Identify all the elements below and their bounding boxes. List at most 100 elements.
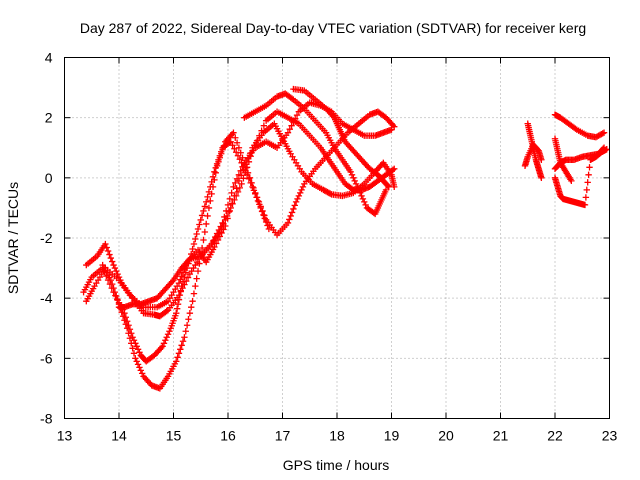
data-point (194, 267, 202, 275)
data-point (239, 154, 246, 161)
data-point (201, 203, 209, 210)
data-point (103, 244, 110, 251)
data-point (230, 129, 237, 136)
data-point (384, 182, 392, 190)
data-point (226, 195, 234, 203)
data-point (189, 297, 196, 305)
data-point (121, 317, 128, 324)
data-point (284, 219, 292, 227)
data-point (243, 164, 251, 171)
data-point (113, 292, 120, 300)
data-point (203, 220, 210, 228)
data-point (286, 125, 293, 133)
data-point (295, 192, 303, 200)
data-point (216, 154, 224, 161)
data-point (362, 201, 369, 209)
data-point (241, 159, 248, 166)
data-point (201, 228, 209, 236)
x-tick-label: 13 (57, 428, 73, 444)
data-point (358, 192, 365, 200)
data-point (256, 132, 263, 139)
data-point (232, 192, 240, 200)
data-point (250, 184, 257, 192)
data-point (227, 204, 234, 212)
data-point (163, 308, 170, 315)
data-point (113, 267, 120, 275)
data-point (179, 278, 187, 285)
data-point (247, 153, 254, 160)
data-point (293, 111, 301, 119)
data-point (584, 179, 591, 186)
data-point (178, 282, 185, 290)
data-point (568, 177, 575, 185)
data-point (232, 179, 239, 187)
data-point (391, 183, 398, 191)
data-point (128, 340, 135, 347)
data-point (228, 189, 235, 197)
data-point (245, 158, 253, 165)
data-point (200, 236, 207, 244)
x-tick-label: 23 (602, 428, 618, 444)
data-point (211, 176, 218, 184)
data-point (348, 171, 356, 179)
data-point (389, 166, 397, 174)
data-point (198, 244, 206, 252)
data-point (359, 195, 367, 203)
data-point (189, 245, 196, 253)
data-point (123, 325, 131, 332)
series-track-12 (551, 146, 610, 209)
data-point (291, 202, 298, 209)
data-point (126, 335, 134, 342)
data-point (133, 358, 140, 365)
data-point (204, 212, 211, 220)
data-point (581, 201, 589, 209)
data-point (600, 129, 608, 136)
data-point (258, 127, 265, 134)
data-point (110, 261, 117, 269)
data-point (286, 216, 293, 223)
data-point (583, 186, 590, 194)
data-point (110, 284, 117, 292)
data-point (232, 134, 239, 141)
data-point (235, 144, 243, 151)
axis-ticks: 13 14 15 16 17 18 19 20 21 22 23 -8 -6 -4 -2 0 2 4 (40, 50, 617, 444)
data-point (294, 195, 301, 203)
data-point (259, 207, 266, 215)
data-point (164, 331, 172, 338)
data-point (196, 221, 203, 228)
data-point (193, 275, 200, 282)
data-point (586, 164, 593, 171)
x-tick-label: 15 (166, 428, 182, 444)
series-track-13 (551, 135, 575, 185)
data-point (130, 350, 138, 357)
data-point (163, 334, 170, 341)
series-track-4 (99, 108, 398, 392)
data-point (137, 367, 144, 374)
data-point (352, 180, 360, 188)
x-tick-label: 17 (275, 428, 291, 444)
data-point (231, 145, 238, 152)
data-point (173, 358, 180, 365)
data-point (582, 194, 590, 201)
data-point (194, 225, 202, 233)
y-tick-label: 4 (45, 50, 53, 66)
data-point (253, 137, 261, 144)
data-point (159, 343, 166, 350)
data-point (205, 204, 213, 212)
data-point (174, 300, 182, 308)
data-point (234, 188, 242, 196)
data-point (347, 168, 354, 176)
data-point (174, 354, 181, 361)
data-point (225, 208, 233, 216)
data-point (238, 180, 245, 188)
data-point (181, 334, 188, 341)
data-point (236, 184, 244, 192)
data-point (138, 370, 146, 377)
data-point (230, 183, 237, 191)
data-point (252, 189, 259, 197)
data-point (192, 235, 199, 243)
data-point (391, 123, 398, 130)
data-point (350, 174, 357, 182)
data-point (134, 361, 142, 368)
data-point (391, 165, 398, 173)
